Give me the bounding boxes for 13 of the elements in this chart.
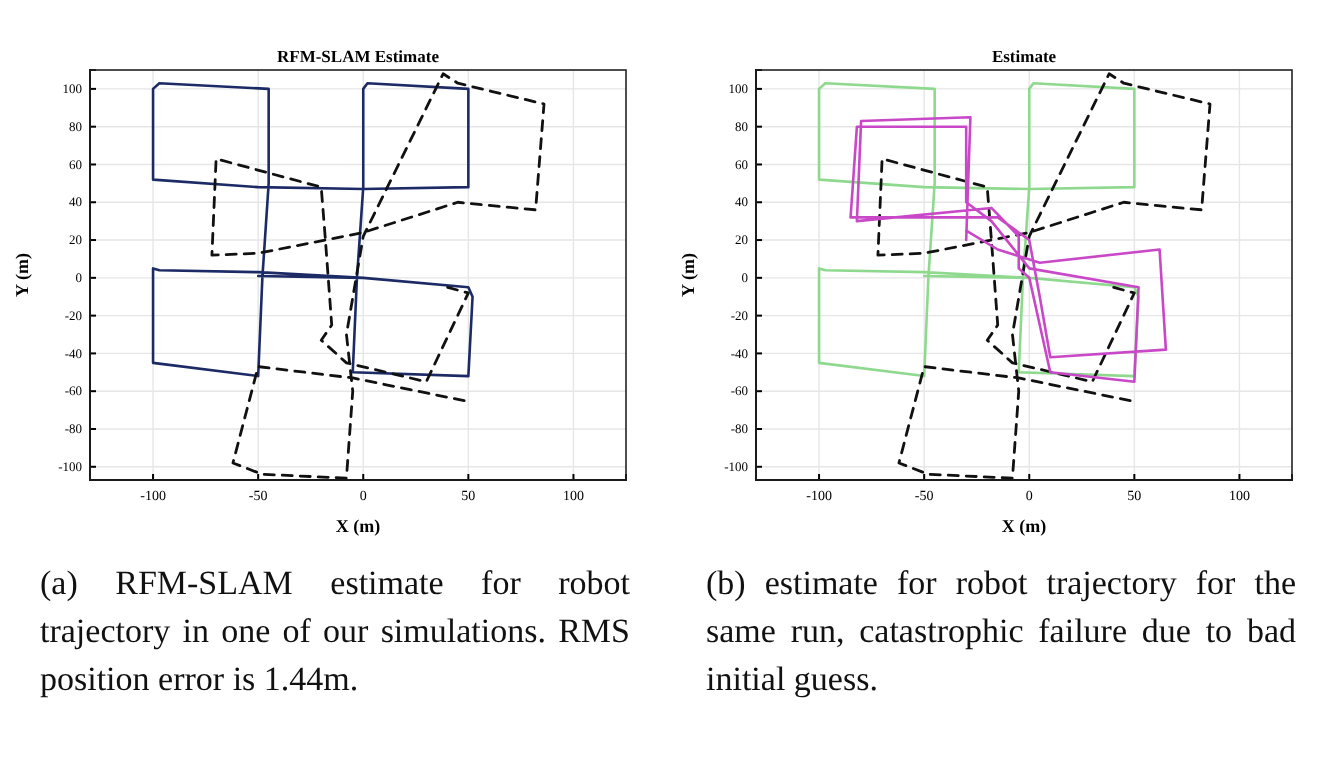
- chart-title: RFM-SLAM Estimate: [277, 46, 440, 66]
- x-axis-title: X (m): [335, 516, 381, 536]
- text: (b) estimate for robot trajectory for the same run, catastrophic failure due to bad initial guess.: [706, 562, 1296, 702]
- line-series: [817, 81, 1140, 378]
- line-series: [876, 72, 1212, 480]
- line-series: [849, 115, 1168, 384]
- chart-title: Estimate: [991, 46, 1057, 66]
- text: (a) RFM-SLAM estimate for robot trajectory in one of our simulations. RMS position error is 1.44m.: [40, 562, 630, 702]
- line-series: [210, 72, 546, 480]
- y-axis-title: Y (m): [12, 253, 32, 297]
- y-axis-title: Y (m): [678, 253, 698, 297]
- line-series: [151, 81, 474, 378]
- x-axis-title: X (m): [1001, 516, 1047, 536]
